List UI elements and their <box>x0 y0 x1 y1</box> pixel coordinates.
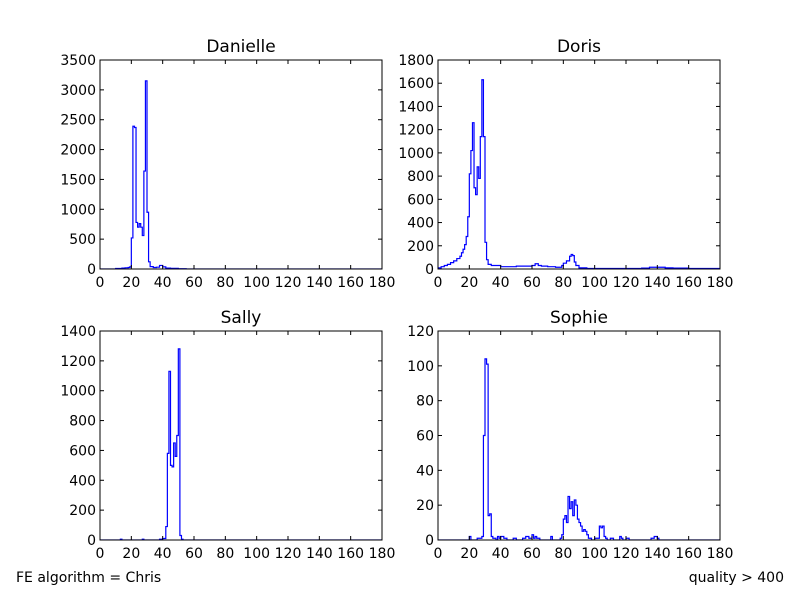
x-tick-label: 20 <box>122 275 140 291</box>
x-tick-label: 180 <box>707 275 734 291</box>
y-tick-label: 2000 <box>60 143 96 159</box>
x-tick-label: 60 <box>185 546 203 562</box>
x-tick-label: 100 <box>243 275 270 291</box>
histogram-line <box>100 348 382 540</box>
plot-frame <box>99 330 383 541</box>
plot-frame <box>99 59 383 270</box>
y-tick-label: 1800 <box>398 53 434 69</box>
y-tick-label: 40 <box>416 463 434 479</box>
histogram-line <box>438 79 720 269</box>
y-tick-label: 20 <box>416 498 434 514</box>
y-tick-label: 3500 <box>60 53 96 69</box>
x-tick-label: 20 <box>460 275 478 291</box>
x-tick-label: 40 <box>154 546 172 562</box>
x-tick-label: 140 <box>644 275 671 291</box>
x-tick-label: 160 <box>337 546 364 562</box>
x-tick-label: 40 <box>492 275 510 291</box>
x-tick-label: 0 <box>434 275 443 291</box>
x-tick-label: 80 <box>216 546 234 562</box>
subplot-title: Sally <box>221 308 262 328</box>
y-tick-label: 1000 <box>398 146 434 162</box>
x-tick-label: 180 <box>707 546 734 562</box>
x-tick-label: 160 <box>675 275 702 291</box>
x-tick-label: 160 <box>675 546 702 562</box>
x-tick-label: 0 <box>96 275 105 291</box>
x-tick-label: 60 <box>523 546 541 562</box>
subplot-title: Doris <box>557 37 601 57</box>
y-tick-label: 1200 <box>398 123 434 139</box>
x-tick-label: 100 <box>581 546 608 562</box>
y-tick-label: 200 <box>69 503 96 519</box>
x-tick-label: 120 <box>275 546 302 562</box>
y-tick-label: 800 <box>69 414 96 430</box>
y-tick-label: 1000 <box>60 384 96 400</box>
x-tick-label: 160 <box>337 275 364 291</box>
subplot-sally: Sally 0 20 40 60 80 100 120 140 160 180 0 200 400 600 8… <box>60 308 395 562</box>
subplot-title: Danielle <box>206 37 275 57</box>
x-tick-label: 0 <box>434 546 443 562</box>
y-tick-label: 400 <box>69 473 96 489</box>
x-tick-label: 180 <box>369 546 396 562</box>
subplot-danielle: Danielle 0 20 40 60 80 100 120 140 160 180 0 500 1000… <box>60 37 395 291</box>
y-tick-label: 0 <box>425 533 434 549</box>
x-tick-label: 140 <box>306 546 333 562</box>
x-tick-label: 0 <box>96 546 105 562</box>
y-tick-label: 800 <box>407 169 434 185</box>
y-tick-label: 1200 <box>60 354 96 370</box>
x-tick-label: 20 <box>122 546 140 562</box>
y-tick-label: 80 <box>416 394 434 410</box>
y-tick-label: 0 <box>425 262 434 278</box>
x-tick-label: 140 <box>306 275 333 291</box>
plot-frame <box>437 330 721 541</box>
y-tick-label: 1400 <box>398 99 434 115</box>
y-tick-label: 1500 <box>60 172 96 188</box>
x-tick-label: 120 <box>613 275 640 291</box>
quality-note: quality > 400 <box>688 570 784 586</box>
y-tick-label: 0 <box>87 262 96 278</box>
y-tick-label: 600 <box>69 443 96 459</box>
y-tick-label: 400 <box>407 216 434 232</box>
y-tick-label: 120 <box>407 324 434 340</box>
y-tick-label: 500 <box>69 232 96 248</box>
y-tick-label: 1600 <box>398 76 434 92</box>
x-tick-label: 180 <box>369 275 396 291</box>
x-tick-label: 100 <box>581 275 608 291</box>
y-tick-label: 600 <box>407 192 434 208</box>
x-tick-label: 60 <box>185 275 203 291</box>
y-tick-label: 100 <box>407 359 434 375</box>
x-tick-label: 40 <box>154 275 172 291</box>
x-tick-label: 80 <box>554 275 572 291</box>
y-tick-label: 1000 <box>60 202 96 218</box>
x-tick-label: 80 <box>554 546 572 562</box>
histogram-line <box>438 358 720 540</box>
y-tick-label: 60 <box>416 429 434 445</box>
y-tick-label: 1400 <box>60 324 96 340</box>
y-tick-label: 2500 <box>60 113 96 129</box>
x-tick-label: 120 <box>613 546 640 562</box>
x-tick-label: 20 <box>460 546 478 562</box>
x-tick-label: 120 <box>275 275 302 291</box>
plot-frame <box>437 59 721 270</box>
x-tick-label: 40 <box>492 546 510 562</box>
x-tick-label: 100 <box>243 546 270 562</box>
histogram-line <box>100 80 382 269</box>
y-tick-label: 3000 <box>60 83 96 99</box>
x-tick-label: 140 <box>644 546 671 562</box>
y-tick-label: 0 <box>87 533 96 549</box>
y-tick-label: 200 <box>407 239 434 255</box>
x-tick-label: 60 <box>523 275 541 291</box>
x-tick-label: 80 <box>216 275 234 291</box>
subplot-title: Sophie <box>550 308 608 328</box>
algorithm-note: FE algorithm = Chris <box>16 570 162 586</box>
